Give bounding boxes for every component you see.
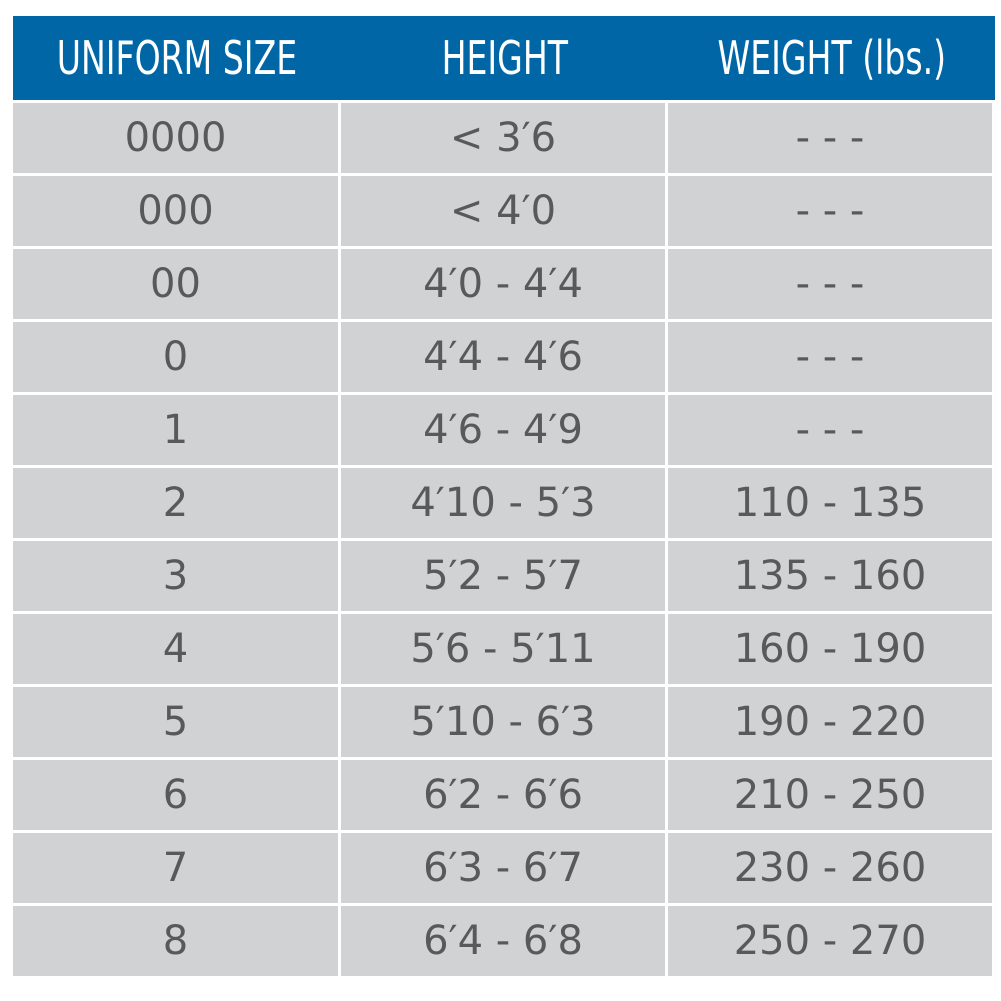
weight-cell: 160 - 190 <box>668 614 992 684</box>
height-cell: 6′2 - 6′6 <box>341 760 665 830</box>
weight-cell: 230 - 260 <box>668 833 992 903</box>
header-height: HEIGHT <box>341 16 668 100</box>
weight-cell: - - - <box>668 395 992 465</box>
weight-cell: - - - <box>668 322 992 392</box>
header-weight: WEIGHT (lbs.) <box>668 16 995 100</box>
weight-cell: 190 - 220 <box>668 687 992 757</box>
weight-cell: 250 - 270 <box>668 906 992 976</box>
height-cell: 6′3 - 6′7 <box>341 833 665 903</box>
header-label: HEIGHT <box>441 31 568 85</box>
height-cell: 4′6 - 4′9 <box>341 395 665 465</box>
weight-cell: 135 - 160 <box>668 541 992 611</box>
size-cell: 8 <box>13 906 338 976</box>
size-cell: 6 <box>13 760 338 830</box>
height-cell: 4′10 - 5′3 <box>341 468 665 538</box>
weight-cell: - - - <box>668 176 992 246</box>
height-cell: < 3′6 <box>341 103 665 173</box>
size-cell: 5 <box>13 687 338 757</box>
size-cell: 1 <box>13 395 338 465</box>
uniform-size-table: UNIFORM SIZE HEIGHT WEIGHT (lbs.) 0000 < … <box>13 16 995 976</box>
weight-cell: - - - <box>668 249 992 319</box>
size-cell: 000 <box>13 176 338 246</box>
height-cell: 5′2 - 5′7 <box>341 541 665 611</box>
height-cell: < 4′0 <box>341 176 665 246</box>
size-cell: 7 <box>13 833 338 903</box>
height-cell: 5′10 - 6′3 <box>341 687 665 757</box>
size-cell: 3 <box>13 541 338 611</box>
header-uniform-size: UNIFORM SIZE <box>13 16 341 100</box>
weight-cell: - - - <box>668 103 992 173</box>
height-cell: 4′0 - 4′4 <box>341 249 665 319</box>
header-label: WEIGHT (lbs.) <box>717 31 946 85</box>
size-cell: 0 <box>13 322 338 392</box>
header-label: UNIFORM SIZE <box>56 31 298 85</box>
height-cell: 5′6 - 5′11 <box>341 614 665 684</box>
size-cell: 2 <box>13 468 338 538</box>
size-cell: 0000 <box>13 103 338 173</box>
size-cell: 4 <box>13 614 338 684</box>
weight-cell: 110 - 135 <box>668 468 992 538</box>
size-cell: 00 <box>13 249 338 319</box>
weight-cell: 210 - 250 <box>668 760 992 830</box>
height-cell: 4′4 - 4′6 <box>341 322 665 392</box>
height-cell: 6′4 - 6′8 <box>341 906 665 976</box>
